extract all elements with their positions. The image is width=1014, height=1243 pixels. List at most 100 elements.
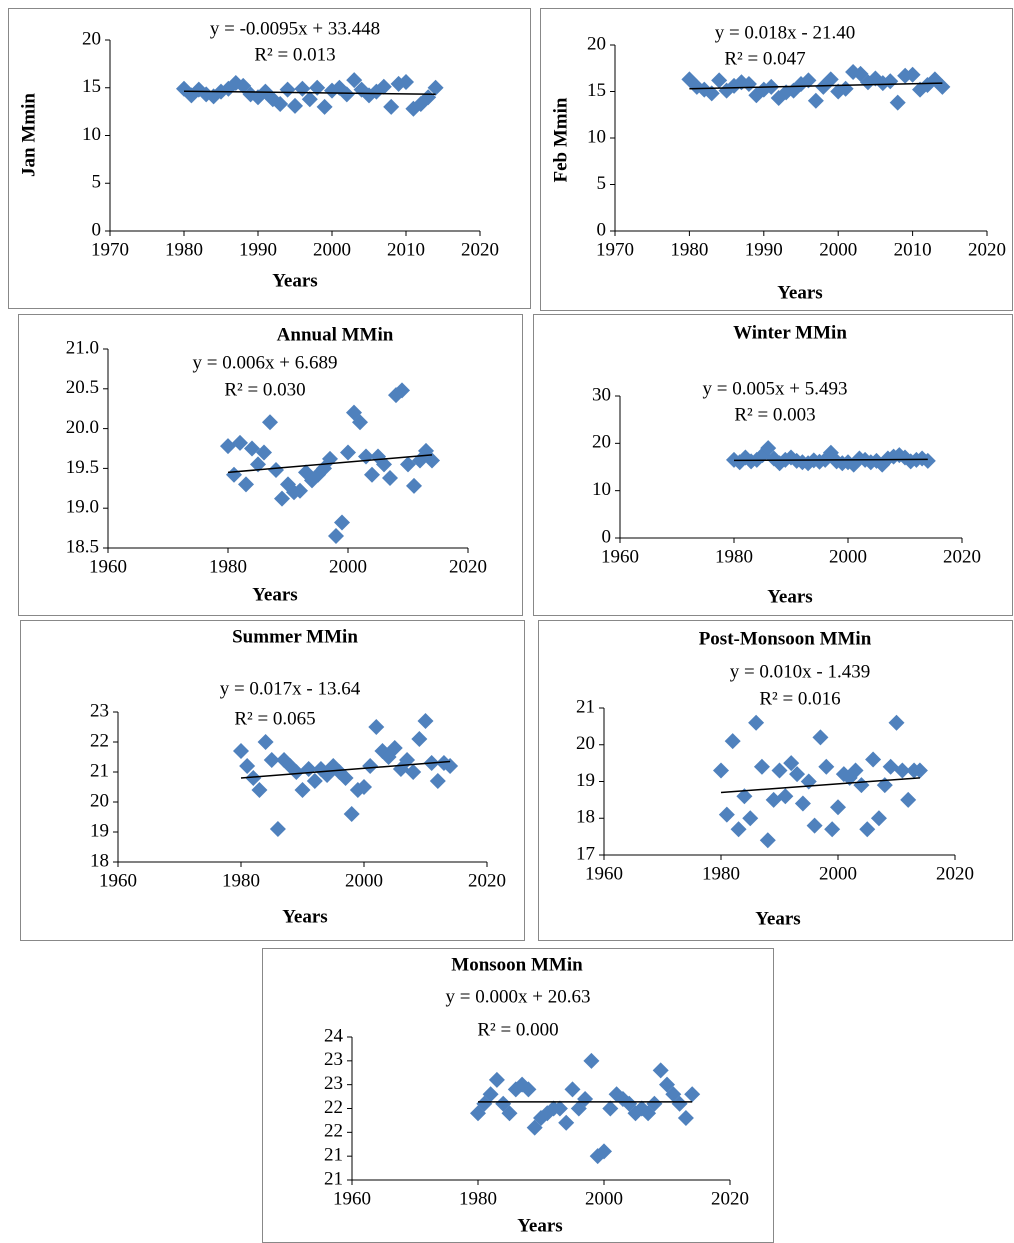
x-tick-label: 1980 bbox=[715, 546, 753, 567]
y-tick-label: 30 bbox=[592, 384, 611, 405]
data-point bbox=[429, 773, 446, 789]
y-tick-label: 0 bbox=[92, 219, 102, 240]
y-axis-label: Feb Mmin bbox=[550, 97, 571, 182]
data-point bbox=[730, 821, 747, 838]
data-point bbox=[870, 810, 887, 827]
data-point bbox=[362, 758, 379, 774]
data-point bbox=[718, 806, 735, 823]
data-point bbox=[262, 414, 278, 431]
annotation: y = 0.005x + 5.493 bbox=[703, 378, 848, 399]
x-tick-label: 2020 bbox=[943, 546, 981, 567]
y-tick-label: 15 bbox=[82, 76, 101, 97]
annotation: y = 0.018x - 21.40 bbox=[715, 22, 856, 43]
data-point bbox=[382, 469, 398, 486]
annotation: R² = 0.003 bbox=[734, 404, 815, 425]
y-tick-label: 20 bbox=[576, 733, 595, 754]
y-tick-label: 0 bbox=[597, 219, 607, 240]
chart-panel: 0 10 20 30 1960 1980 2000 2020 Winter MMin y = 0.… bbox=[533, 314, 1013, 616]
x-tick-label: 1980 bbox=[459, 1188, 497, 1209]
x-axis-label: Years bbox=[252, 584, 297, 605]
y-tick-label: 20 bbox=[587, 33, 606, 54]
x-tick-label: 1970 bbox=[596, 239, 634, 260]
data-point bbox=[274, 490, 290, 507]
data-point bbox=[765, 791, 782, 808]
data-point bbox=[742, 810, 759, 827]
panel-border bbox=[538, 620, 1013, 941]
x-tick-label: 1970 bbox=[91, 239, 129, 260]
data-point bbox=[232, 434, 248, 451]
x-axis-label: Years bbox=[282, 906, 327, 927]
data-point bbox=[520, 1081, 537, 1098]
x-tick-label: 2000 bbox=[329, 556, 367, 577]
data-point bbox=[847, 762, 864, 779]
y-tick-label: 21 bbox=[576, 696, 595, 717]
annotation: y = 0.000x + 20.63 bbox=[446, 986, 591, 1007]
data-point bbox=[677, 1110, 694, 1127]
data-point bbox=[488, 1071, 505, 1088]
data-point bbox=[226, 466, 242, 483]
x-tick-label: 2000 bbox=[819, 239, 857, 260]
data-point bbox=[736, 788, 753, 805]
data-point bbox=[482, 1086, 499, 1103]
data-point bbox=[888, 714, 905, 731]
chart-panel: 17 18 19 20 21 1960 1980 2000 2020 Post-Monsoon M… bbox=[538, 620, 1013, 941]
annotation: R² = 0.016 bbox=[759, 688, 840, 709]
data-point bbox=[288, 764, 305, 780]
data-point bbox=[417, 713, 434, 729]
x-tick-label: 1980 bbox=[670, 239, 708, 260]
y-tick-label: 20.5 bbox=[66, 377, 99, 398]
data-point bbox=[239, 758, 256, 774]
annotation: R² = 0.047 bbox=[724, 48, 805, 69]
data-point bbox=[375, 78, 392, 95]
y-tick-label: 19.5 bbox=[66, 457, 99, 478]
data-point bbox=[400, 456, 416, 473]
y-tick-label: 20 bbox=[82, 28, 101, 49]
annotation: y = 0.006x + 6.689 bbox=[193, 352, 338, 373]
data-point bbox=[882, 73, 899, 90]
data-point bbox=[346, 72, 363, 89]
y-tick-label: 10 bbox=[587, 126, 606, 147]
x-tick-label: 1990 bbox=[745, 239, 783, 260]
data-point bbox=[334, 514, 350, 531]
data-point bbox=[306, 773, 323, 789]
y-tick-label: 22 bbox=[324, 1121, 343, 1142]
data-point bbox=[501, 1105, 518, 1122]
data-point bbox=[882, 758, 899, 775]
data-point bbox=[376, 456, 392, 473]
y-tick-label: 17 bbox=[576, 843, 595, 864]
y-tick-label: 10 bbox=[82, 124, 101, 145]
x-axis-label: Years bbox=[777, 282, 822, 303]
data-point bbox=[220, 438, 236, 455]
y-tick-label: 21 bbox=[90, 760, 109, 781]
data-point bbox=[759, 832, 776, 849]
data-point bbox=[558, 1114, 575, 1131]
x-tick-label: 1960 bbox=[333, 1188, 371, 1209]
data-point bbox=[596, 1143, 612, 1160]
data-point bbox=[564, 1081, 581, 1098]
y-tick-label: 10 bbox=[592, 479, 611, 500]
x-tick-label: 2000 bbox=[313, 239, 351, 260]
data-point bbox=[713, 762, 729, 779]
y-tick-label: 21.0 bbox=[66, 337, 99, 358]
data-point bbox=[583, 1052, 600, 1069]
data-point bbox=[859, 821, 876, 838]
data-point bbox=[777, 788, 794, 805]
x-tick-label: 2010 bbox=[894, 239, 932, 260]
x-tick-label: 2000 bbox=[345, 870, 383, 891]
data-point bbox=[343, 806, 360, 822]
data-point bbox=[406, 477, 422, 494]
data-point bbox=[830, 799, 846, 816]
data-point bbox=[911, 762, 928, 779]
data-point bbox=[783, 755, 800, 772]
x-tick-label: 1980 bbox=[222, 870, 260, 891]
data-point bbox=[812, 729, 829, 746]
y-tick-label: 24 bbox=[324, 1025, 344, 1046]
data-point bbox=[394, 382, 410, 399]
data-point bbox=[263, 752, 280, 768]
data-point bbox=[646, 1095, 663, 1112]
y-tick-label: 20 bbox=[592, 432, 611, 453]
panel-border bbox=[8, 8, 531, 309]
data-point bbox=[900, 791, 917, 808]
trend-line bbox=[689, 82, 943, 90]
